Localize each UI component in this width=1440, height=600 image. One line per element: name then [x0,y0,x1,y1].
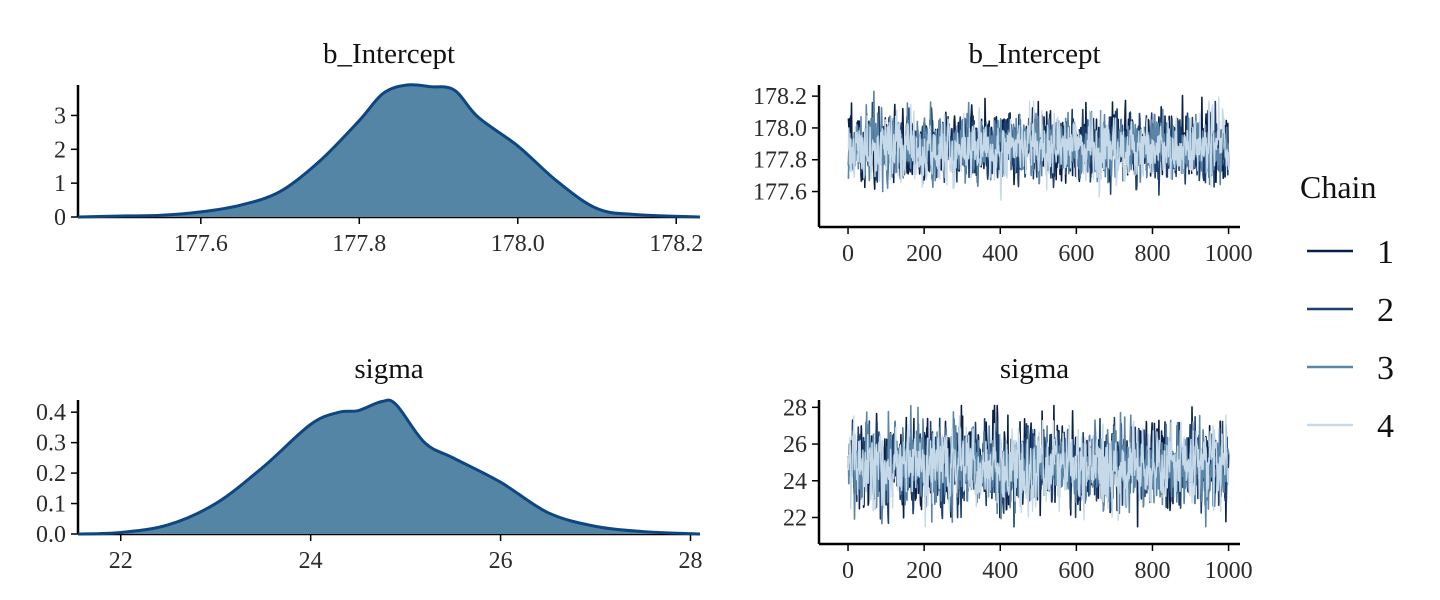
x-tick-label: 400 [982,558,1018,584]
panel-density-sigma: sigma 22 24 26 28 0.0 0.1 0.2 0.3 0.4 [36,353,703,574]
legend-label-1: 1 [1377,234,1394,271]
x-tick-label: 177.8 [332,231,386,257]
trace-line-chain-4 [847,96,1230,201]
legend-label-3: 3 [1377,350,1394,387]
y-tick-label: 0.1 [36,492,66,518]
x-tick-label: 0 [842,241,854,267]
y-tick-label: 0 [54,205,66,231]
density-area [78,400,700,534]
x-tick-label: 200 [906,241,942,267]
legend-label-2: 2 [1377,292,1394,329]
y-tick-label: 24 [783,469,807,495]
y-tick-label: 0.2 [36,461,66,487]
x-tick-label: 800 [1134,558,1170,584]
y-tick-label: 1 [54,171,66,197]
x-tick-label: 1000 [1205,241,1253,267]
x-tick-label: 0 [842,558,854,584]
legend-label-4: 4 [1377,408,1394,445]
y-tick-label: 28 [783,395,807,421]
y-tick-label: 178.0 [753,116,807,142]
y-tick-label: 22 [783,505,807,531]
panel-title: sigma [1000,353,1069,385]
y-tick-label: 0.0 [36,522,66,548]
x-tick-label: 26 [489,548,513,574]
trace-line-chain-4 [847,414,1230,528]
x-tick-label: 600 [1058,241,1094,267]
y-tick-label: 177.8 [753,148,807,174]
x-tick-label: 22 [109,548,133,574]
panel-title: b_Intercept [323,38,455,70]
x-tick-label: 600 [1058,558,1094,584]
x-tick-label: 24 [299,548,323,574]
x-tick-label: 400 [982,241,1018,267]
x-tick-label: 178.0 [491,231,545,257]
panel-title: b_Intercept [968,38,1100,70]
y-tick-label: 26 [783,432,807,458]
y-tick-label: 2 [54,137,66,163]
legend-title: Chain [1300,169,1376,205]
density-area [78,84,700,217]
y-tick-label: 177.6 [753,180,807,206]
density-line [77,83,701,219]
panel-trace-b_intercept: b_Intercept 0 200 400 600 800 1000 177.6 177.8 17… [753,38,1253,267]
x-tick-label: 1000 [1205,558,1253,584]
panel-title: sigma [354,353,423,385]
x-tick-label: 177.6 [174,231,228,257]
panel-trace-sigma: sigma 0 200 400 600 800 1000 22 24 26 28 [783,353,1253,584]
x-tick-label: 200 [906,558,942,584]
panel-density-b_intercept: b_Intercept 177.6 177.8 178.0 178.2 0 1 2 3 [54,38,703,257]
y-tick-label: 178.2 [753,84,807,110]
y-tick-label: 3 [54,103,66,129]
y-tick-label: 0.3 [36,431,66,457]
y-tick-label: 0.4 [36,400,66,426]
x-tick-label: 800 [1134,241,1170,267]
x-tick-label: 178.2 [649,231,703,257]
x-tick-label: 28 [679,548,703,574]
density-line [77,398,701,536]
